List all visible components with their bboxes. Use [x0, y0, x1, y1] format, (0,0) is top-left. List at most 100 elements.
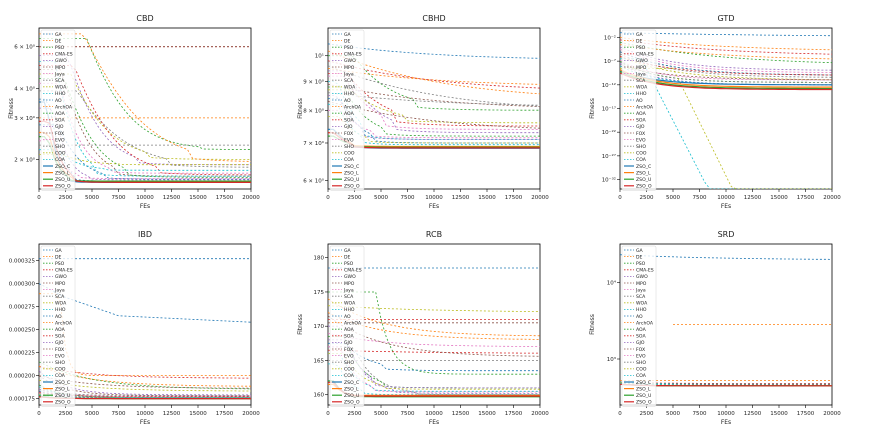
y-tick-label: 7 × 10⁰ — [303, 140, 325, 147]
legend-entry: ArchOA — [344, 320, 362, 326]
y-tick-label: 0.000200 — [9, 374, 36, 380]
x-axis-label: FEs — [140, 203, 150, 210]
x-tick-label: 10000 — [717, 195, 735, 201]
legend-entry: WOA — [344, 85, 356, 91]
x-tick-label: 5000 — [666, 195, 680, 201]
x-tick-label: 7500 — [401, 411, 415, 417]
y-tick-label: 0.000300 — [9, 282, 36, 288]
x-tick-label: 10000 — [136, 411, 154, 417]
x-tick-label: 15000 — [478, 411, 496, 417]
y-tick-label: 6 × 10⁰ — [14, 44, 36, 51]
legend-entry: DE — [636, 254, 643, 260]
legend-entry: MPO — [55, 281, 66, 287]
legend-entry: SCA — [55, 294, 65, 300]
legend-entry: AO — [55, 98, 62, 104]
legend-entry: PSO — [344, 261, 354, 267]
legend-entry: COO — [636, 367, 647, 373]
series-line-coa — [328, 363, 540, 396]
x-tick-label: 0 — [37, 195, 41, 201]
x-tick-label: 12500 — [452, 195, 470, 201]
legend-entry: SCA — [636, 294, 646, 300]
series-line-coo — [620, 67, 832, 189]
series-line-sho — [328, 92, 540, 106]
y-tick-label: 0.000325 — [9, 259, 36, 265]
series-line-ga — [620, 254, 832, 260]
legend-entry: Jaya — [343, 71, 354, 77]
legend-entry: ZSO_U — [636, 393, 651, 399]
legend-entry: PSO — [636, 261, 646, 267]
legend-entry: AOA — [344, 327, 355, 333]
series-line-sca — [39, 90, 251, 168]
x-tick-label: 20000 — [242, 411, 260, 417]
legend-entry: PSO — [55, 45, 65, 51]
legend-entry: HHO — [344, 307, 355, 313]
x-tick-label: 5000 — [374, 411, 388, 417]
legend-entry: ArchOA — [636, 104, 654, 110]
series-line-ga — [328, 43, 540, 59]
legend-entry: PSO — [344, 45, 354, 51]
x-tick-label: 2500 — [640, 195, 654, 201]
legend-entry: ZSO_C — [636, 164, 651, 170]
x-tick-label: 10000 — [136, 195, 154, 201]
legend-entry: SOA — [55, 334, 65, 340]
legend-entry: ZSO_O — [55, 184, 71, 190]
x-tick-label: 2500 — [59, 411, 73, 417]
legend-entry: FOX — [344, 347, 353, 353]
legend-entry: COA — [55, 157, 66, 163]
legend-entry: SCA — [55, 78, 65, 84]
legend-entry: DE — [55, 254, 62, 260]
x-tick-label: 5000 — [374, 195, 388, 201]
y-axis-label: Fitness — [589, 314, 596, 335]
series-line-gwo — [39, 370, 251, 396]
chart-ibd: IBD 0 2500 5000 7500 10000 12500 15000 17500 2000… — [9, 230, 260, 426]
series-line-pso — [328, 291, 540, 375]
legend-entry: AOA — [636, 111, 647, 117]
x-tick-label: 0 — [618, 195, 622, 201]
legend-entry: Jaya — [343, 287, 354, 293]
y-tick-label: 10⁻²² — [602, 129, 616, 136]
legend-entry: AOA — [636, 327, 647, 333]
series-line-pso — [620, 41, 832, 64]
legend-entry: Jaya — [635, 71, 646, 77]
series-line-pso — [39, 38, 251, 150]
legend-entry: GA — [636, 32, 644, 38]
legend-entry: SHO — [55, 144, 65, 150]
legend-entry: Jaya — [54, 71, 65, 77]
legend-entry: CMA-ES — [344, 52, 362, 58]
chart-title: CBHD — [422, 14, 445, 23]
series-line-coa — [39, 149, 251, 171]
legend-entry: DE — [344, 38, 351, 44]
series-line-extra — [39, 283, 251, 323]
legend-entry: SOA — [344, 118, 354, 124]
legend-entry: COA — [636, 157, 647, 163]
x-tick-label: 20000 — [823, 195, 841, 201]
series-line-soa — [328, 349, 540, 354]
y-tick-label: 10⁻¹⁷ — [602, 106, 616, 113]
chart-title: GTD — [718, 14, 735, 23]
x-axis-label: FEs — [429, 203, 439, 210]
x-tick-label: 10000 — [425, 411, 443, 417]
legend-entry: AOA — [344, 111, 355, 117]
y-tick-label: 0.000225 — [9, 351, 36, 357]
legend-entry: COA — [55, 373, 66, 379]
series-line-soa — [39, 391, 251, 398]
legend-entry: GA — [55, 248, 63, 254]
legend-entry: EVO — [55, 353, 65, 359]
legend-entry: CMA-ES — [636, 268, 654, 274]
legend-entry: COA — [344, 373, 355, 379]
series-line-woa — [328, 89, 540, 124]
legend-entry: GA — [636, 248, 644, 254]
legend-entry: ZSO_O — [344, 400, 360, 406]
series-line-fox — [39, 375, 251, 389]
y-tick-label: 10⁻²⁷ — [602, 153, 616, 160]
legend-entry: AO — [636, 314, 643, 320]
x-tick-label: 12500 — [744, 411, 762, 417]
legend-entry: GJO — [55, 124, 64, 130]
legend-box — [329, 29, 365, 191]
legend-entry: FOX — [55, 347, 64, 353]
legend: GADEPSOCMA-ESGWOMPOJayaSCAWOAHHOAOArchOA… — [329, 29, 365, 191]
legend-entry: SCA — [344, 294, 354, 300]
legend-entry: PSO — [636, 45, 646, 51]
legend-entry: ZSO_U — [344, 177, 359, 183]
legend-entry: COO — [55, 151, 66, 157]
